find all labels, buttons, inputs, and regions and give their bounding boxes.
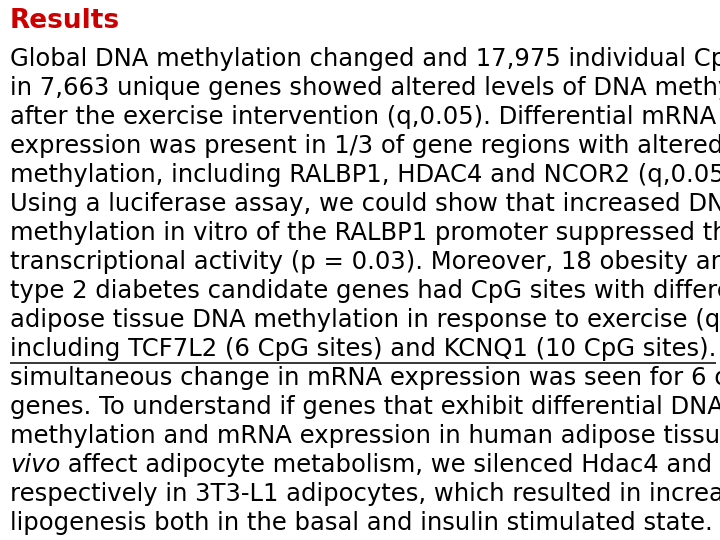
Text: expression was present in 1/3 of gene regions with altered DNA: expression was present in 1/3 of gene re…	[10, 134, 720, 158]
Text: simultaneous change in mRNA expression was seen for 6 of those: simultaneous change in mRNA expression w…	[10, 367, 720, 390]
Text: lipogenesis both in the basal and insulin stimulated state.: lipogenesis both in the basal and insuli…	[10, 511, 713, 536]
Text: adipose tissue DNA methylation in response to exercise (q,0.05),: adipose tissue DNA methylation in respon…	[10, 308, 720, 333]
Text: Using a luciferase assay, we could show that increased DNA: Using a luciferase assay, we could show …	[10, 192, 720, 217]
Text: transcriptional activity (p = 0.03). Moreover, 18 obesity and 21: transcriptional activity (p = 0.03). Mor…	[10, 251, 720, 274]
Text: genes. To understand if genes that exhibit differential DNA: genes. To understand if genes that exhib…	[10, 395, 720, 420]
Text: type 2 diabetes candidate genes had CpG sites with differences in: type 2 diabetes candidate genes had CpG …	[10, 280, 720, 303]
Text: in 7,663 unique genes showed altered levels of DNA methylation: in 7,663 unique genes showed altered lev…	[10, 77, 720, 100]
Text: after the exercise intervention (q,0.05). Differential mRNA: after the exercise intervention (q,0.05)…	[10, 105, 716, 130]
Text: Global DNA methylation changed and 17,975 individual CpG sites: Global DNA methylation changed and 17,97…	[10, 48, 720, 71]
Text: A: A	[716, 338, 720, 361]
Text: Results: Results	[10, 8, 120, 34]
Text: including TCF7L2 (6 CpG sites) and KCNQ1 (10 CpG sites).: including TCF7L2 (6 CpG sites) and KCNQ1…	[10, 338, 716, 361]
Text: vivo: vivo	[10, 454, 60, 477]
Text: affect adipocyte metabolism, we silenced Hdac4 and Ncor2: affect adipocyte metabolism, we silenced…	[60, 454, 720, 477]
Text: methylation, including RALBP1, HDAC4 and NCOR2 (q,0.05).: methylation, including RALBP1, HDAC4 and…	[10, 164, 720, 187]
Text: methylation and mRNA expression in human adipose tissue: methylation and mRNA expression in human…	[10, 424, 720, 448]
Text: respectively in 3T3-L1 adipocytes, which resulted in increased: respectively in 3T3-L1 adipocytes, which…	[10, 482, 720, 507]
Text: methylation in vitro of the RALBP1 promoter suppressed the: methylation in vitro of the RALBP1 promo…	[10, 221, 720, 246]
